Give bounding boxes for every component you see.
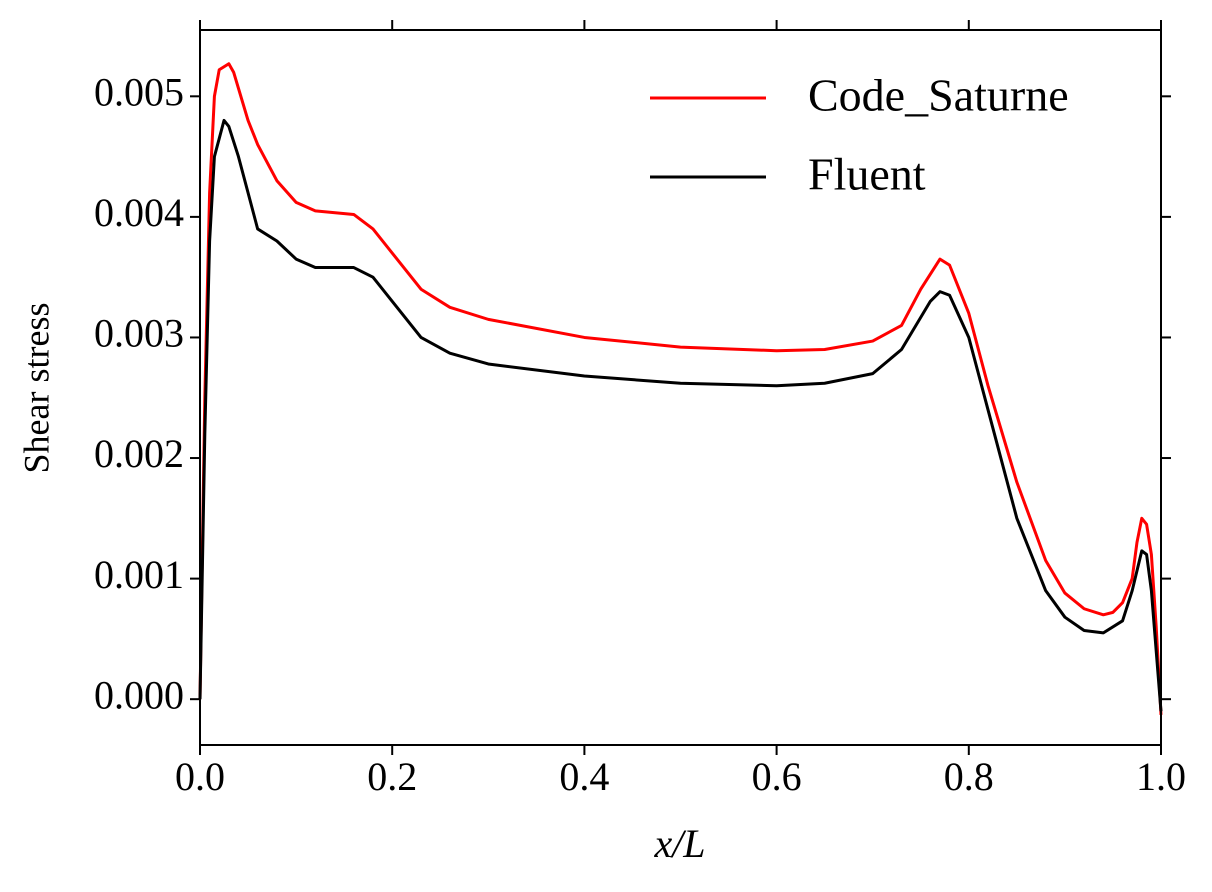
x-tick-label: 0.8 xyxy=(944,754,994,799)
x-tick-label: 1.0 xyxy=(1136,754,1186,799)
data-line xyxy=(198,62,1163,715)
legend-label: Code_Saturne xyxy=(808,70,1069,121)
legend-label: Fluent xyxy=(808,149,926,200)
x-axis-label: x/L xyxy=(653,821,705,866)
x-tick-label: 0.6 xyxy=(752,754,802,799)
y-tick-label: 0.002 xyxy=(94,431,184,476)
y-tick-label: 0.001 xyxy=(94,552,184,597)
x-tick-label: 0.4 xyxy=(559,754,609,799)
y-axis-label: Shear stress xyxy=(16,303,56,474)
y-tick-label: 0.004 xyxy=(94,190,184,235)
x-tick-label: 0.0 xyxy=(175,754,225,799)
y-tick-label: 0.003 xyxy=(94,311,184,356)
data-line xyxy=(198,118,1163,712)
plot-frame xyxy=(199,29,1162,746)
y-tick-label: 0.000 xyxy=(94,672,184,717)
y-tick-label: 0.005 xyxy=(94,69,184,114)
x-tick-label: 0.2 xyxy=(367,754,417,799)
